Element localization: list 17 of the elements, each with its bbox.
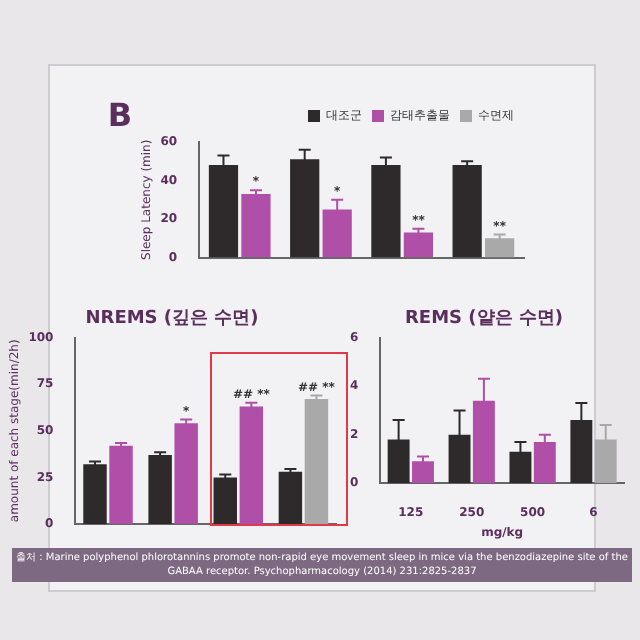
bar (148, 455, 172, 524)
bar (278, 471, 303, 524)
text: B (105, 96, 135, 138)
bar (533, 441, 556, 484)
bar (304, 399, 329, 524)
bar (174, 423, 198, 524)
bar (412, 461, 434, 484)
bar (241, 194, 271, 258)
bar (213, 477, 237, 524)
chart-title: REMS (얕은 수면) (404, 309, 564, 330)
bar (239, 406, 264, 524)
bar (485, 238, 515, 258)
bar (452, 165, 482, 258)
bar (109, 445, 133, 524)
chart-title: NREMS (깊은 수면) (85, 309, 259, 330)
bar (83, 464, 107, 524)
bar (403, 232, 434, 258)
